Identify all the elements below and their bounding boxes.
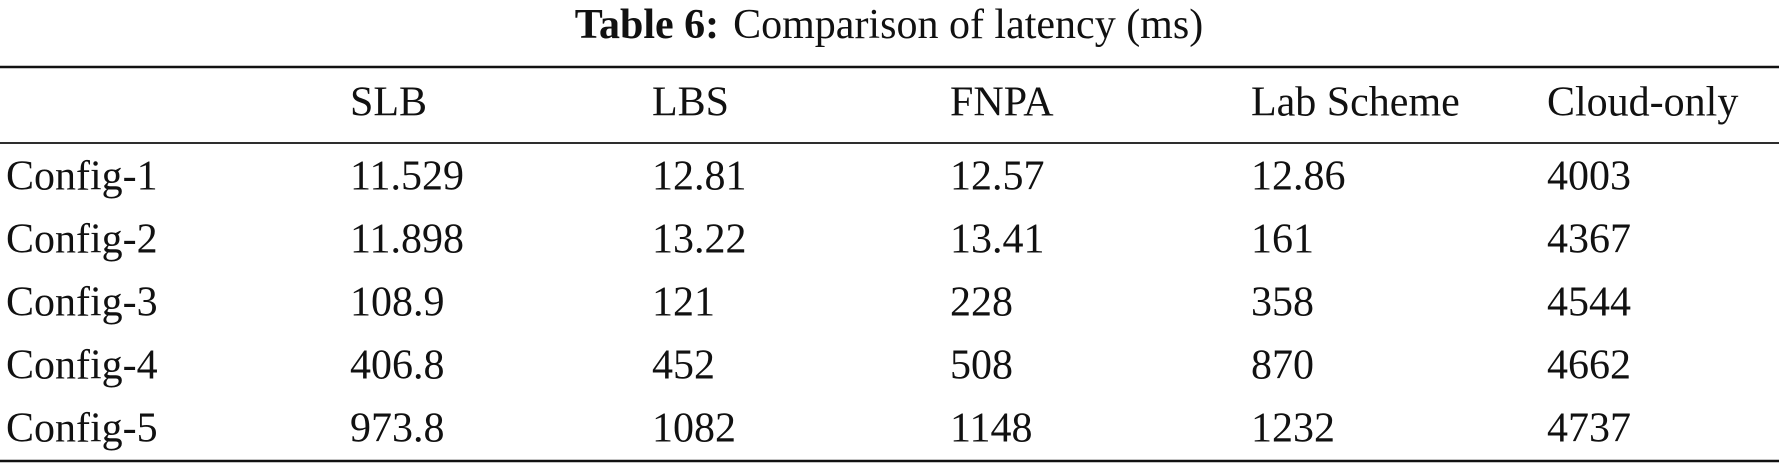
table-cell: 13.41 [950, 217, 1045, 263]
table-cell: 4544 [1547, 280, 1631, 326]
table-cell: 12.81 [652, 154, 747, 200]
column-header: FNPA [950, 80, 1054, 126]
table-cell: 870 [1251, 343, 1314, 389]
row-label: Config-4 [6, 343, 158, 389]
table-cell: 12.86 [1251, 154, 1346, 200]
caption: Table 6: Comparison of latency (ms) [575, 2, 1203, 48]
column-header: LBS [652, 80, 729, 126]
table-cell: 108.9 [350, 280, 445, 326]
table-cell: 4662 [1547, 343, 1631, 389]
table-cell: 4737 [1547, 406, 1631, 452]
table-cell: 1148 [950, 406, 1032, 452]
row-label: Config-2 [6, 217, 158, 263]
table-cell: 1232 [1251, 406, 1335, 452]
table-cell: 228 [950, 280, 1013, 326]
column-header: Cloud-only [1547, 80, 1738, 126]
column-header: SLB [350, 80, 427, 126]
table-cell: 12.57 [950, 154, 1045, 200]
table-cell: 358 [1251, 280, 1314, 326]
table-cell: 13.22 [652, 217, 747, 263]
table-cell: 11.529 [350, 154, 464, 200]
table-cell: 508 [950, 343, 1013, 389]
row-label: Config-5 [6, 406, 158, 452]
table-cell: 161 [1251, 217, 1314, 263]
table-cell: 4367 [1547, 217, 1631, 263]
table-cell: 1082 [652, 406, 736, 452]
table-cell: 452 [652, 343, 715, 389]
row-label: Config-3 [6, 280, 158, 326]
table-cell: 121 [652, 280, 715, 326]
table-cell: 4003 [1547, 154, 1631, 200]
column-header: Lab Scheme [1251, 80, 1460, 126]
caption-label: Table 6: [575, 2, 719, 48]
table-cell: 406.8 [350, 343, 445, 389]
caption-text: Comparison of latency (ms) [733, 2, 1203, 48]
row-label: Config-1 [6, 154, 158, 200]
table-cell: 11.898 [350, 217, 464, 263]
table-cell: 973.8 [350, 406, 445, 452]
